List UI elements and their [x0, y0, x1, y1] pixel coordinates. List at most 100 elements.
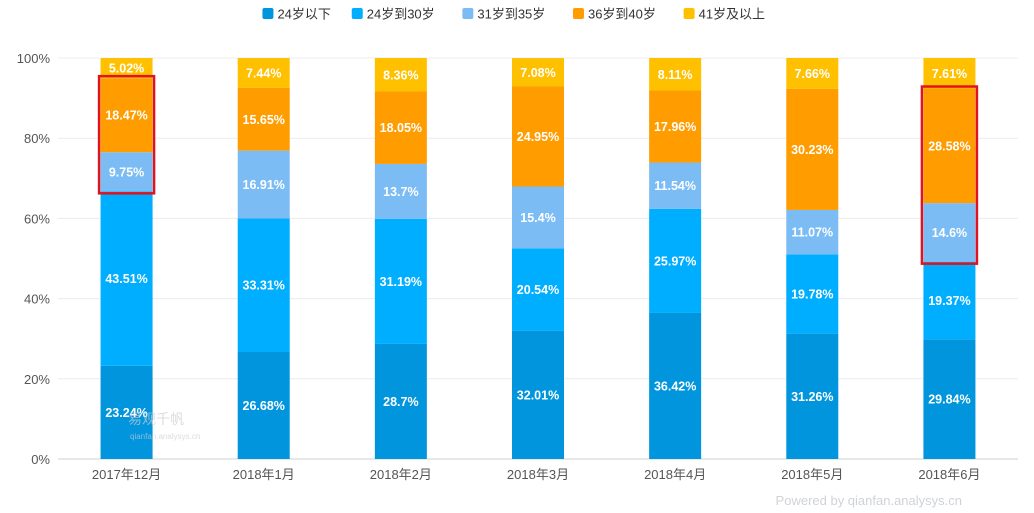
data-label: 7.66%: [795, 67, 830, 81]
y-axis: 0% 20% 40% 60% 80% 100%: [17, 51, 51, 467]
y-tick-label: 0%: [31, 452, 50, 467]
data-label: 19.78%: [791, 287, 833, 301]
legend-item[interactable]: 36岁到40岁: [572, 7, 656, 22]
data-label: 14.6%: [932, 226, 967, 240]
data-label: 28.58%: [928, 139, 970, 153]
bar-group: 36.42% 25.97% 11.54% 17.96% 8.11%: [649, 58, 702, 459]
data-label: 31.19%: [380, 275, 422, 289]
data-label: 11.07%: [791, 226, 833, 240]
data-label: 15.4%: [520, 211, 555, 225]
data-label: 23.24%: [105, 406, 147, 420]
bar-segment: [512, 330, 564, 459]
data-label: 19.37%: [928, 294, 970, 308]
bar-segment: [237, 150, 290, 219]
bar-segment: [923, 88, 976, 204]
data-label: 28.7%: [383, 395, 418, 409]
bar-segment: [786, 209, 839, 255]
data-label: 15.65%: [243, 113, 285, 127]
bar-segment: [237, 352, 290, 459]
data-label: 30.23%: [791, 143, 833, 157]
bar-segment: [649, 312, 702, 459]
data-label: 25.97%: [654, 254, 696, 268]
legend-label: 31岁到35岁: [477, 7, 545, 22]
data-label: 43.51%: [105, 272, 147, 286]
y-tick-label: 40%: [24, 292, 50, 307]
bar-segment: [786, 333, 839, 459]
legend-item[interactable]: 24岁以下: [262, 7, 331, 22]
data-label: 36.42%: [654, 379, 696, 393]
bar-segment: [100, 152, 153, 192]
bar-segment: [100, 191, 153, 366]
legend-label: 41岁及以上: [699, 7, 765, 22]
data-label: 29.84%: [928, 393, 970, 407]
bar-segment: [512, 86, 564, 187]
bar-segment: [237, 87, 290, 151]
bar-segment: [786, 254, 839, 334]
bar-group: 29.84% 19.37% 14.6% 28.58% 7.61%: [923, 58, 976, 459]
data-label: 16.91%: [243, 178, 285, 192]
x-tick-label: 2017年12月: [92, 467, 161, 482]
bar-segment: [923, 339, 976, 459]
legend-swatch: [462, 8, 474, 19]
y-tick-label: 100%: [17, 51, 51, 66]
bar-segment: [100, 58, 153, 79]
data-label: 8.11%: [658, 68, 693, 82]
legend-label: 24岁以下: [277, 7, 330, 22]
bar-segment: [512, 248, 564, 331]
data-label: 26.68%: [243, 399, 285, 413]
data-label: 33.31%: [243, 279, 285, 293]
data-label: 8.36%: [383, 68, 418, 82]
legend-label: 36岁到40岁: [588, 7, 656, 22]
footer-credit: Powered by qianfan.analysys.cn: [776, 493, 962, 508]
highlight-box: [920, 85, 979, 265]
data-label: 7.08%: [520, 66, 555, 80]
bar-segment: [374, 343, 427, 459]
bar-segment: [374, 58, 427, 92]
bar-segment: [100, 78, 153, 153]
data-label: 24.95%: [517, 130, 559, 144]
bar-group: 32.01% 20.54% 15.4% 24.95% 7.08%: [512, 58, 564, 459]
watermark: 易观千帆 qianfan.analysys.cn: [128, 411, 200, 441]
bar-group: 28.7% 31.19% 13.7% 18.05% 8.36%: [374, 58, 427, 459]
bar-segment: [786, 58, 839, 89]
bar-segment: [923, 58, 976, 89]
data-label: 18.05%: [380, 121, 422, 135]
data-label: 20.54%: [517, 283, 559, 297]
legend-swatch: [683, 8, 695, 19]
data-label: 32.01%: [517, 388, 559, 402]
x-tick-label: 2018年4月: [644, 467, 706, 482]
highlight-boxes: [97, 74, 979, 265]
bar-segment: [374, 163, 427, 219]
bar-segment: [786, 88, 839, 210]
watermark-url: qianfan.analysys.cn: [130, 432, 200, 441]
x-axis: 2017年12月 2018年1月 2018年2月 2018年3月 2018年4月 2018…: [92, 467, 981, 482]
bar-group: 31.26% 19.78% 11.07% 30.23% 7.66%: [786, 58, 839, 459]
highlight-box: [97, 74, 156, 195]
x-tick-label: 2018年5月: [781, 467, 843, 482]
legend: 24岁以下 24岁到30岁 31岁到35岁 36岁到40岁 41岁及以上: [262, 7, 765, 22]
data-label: 7.61%: [932, 67, 967, 81]
x-tick-label: 2018年3月: [507, 467, 569, 482]
bar-segment: [374, 91, 427, 164]
bar-segment: [649, 208, 702, 313]
bar-segment: [649, 90, 702, 163]
legend-item[interactable]: 24岁到30岁: [351, 7, 435, 22]
bar-groups: 23.24% 43.51% 9.75% 18.47% 5.02% 26.68% 33.31%…: [100, 58, 976, 459]
legend-item[interactable]: 31岁到35岁: [462, 7, 545, 22]
legend-swatch: [262, 8, 274, 19]
bar-segment: [512, 58, 564, 87]
bar-segment: [237, 58, 290, 88]
data-label: 11.54%: [654, 179, 696, 193]
bar-segment: [100, 365, 153, 459]
bar-segment: [237, 218, 290, 353]
watermark-name: 易观千帆: [128, 411, 184, 427]
data-label: 17.96%: [654, 120, 696, 134]
legend-swatch: [572, 8, 584, 19]
bar-segment: [649, 58, 702, 91]
y-tick-label: 60%: [24, 211, 50, 226]
legend-item[interactable]: 41岁及以上: [683, 7, 765, 22]
data-label: 9.75%: [109, 165, 144, 179]
y-tick-label: 80%: [24, 131, 50, 146]
bar-segment: [923, 261, 976, 340]
